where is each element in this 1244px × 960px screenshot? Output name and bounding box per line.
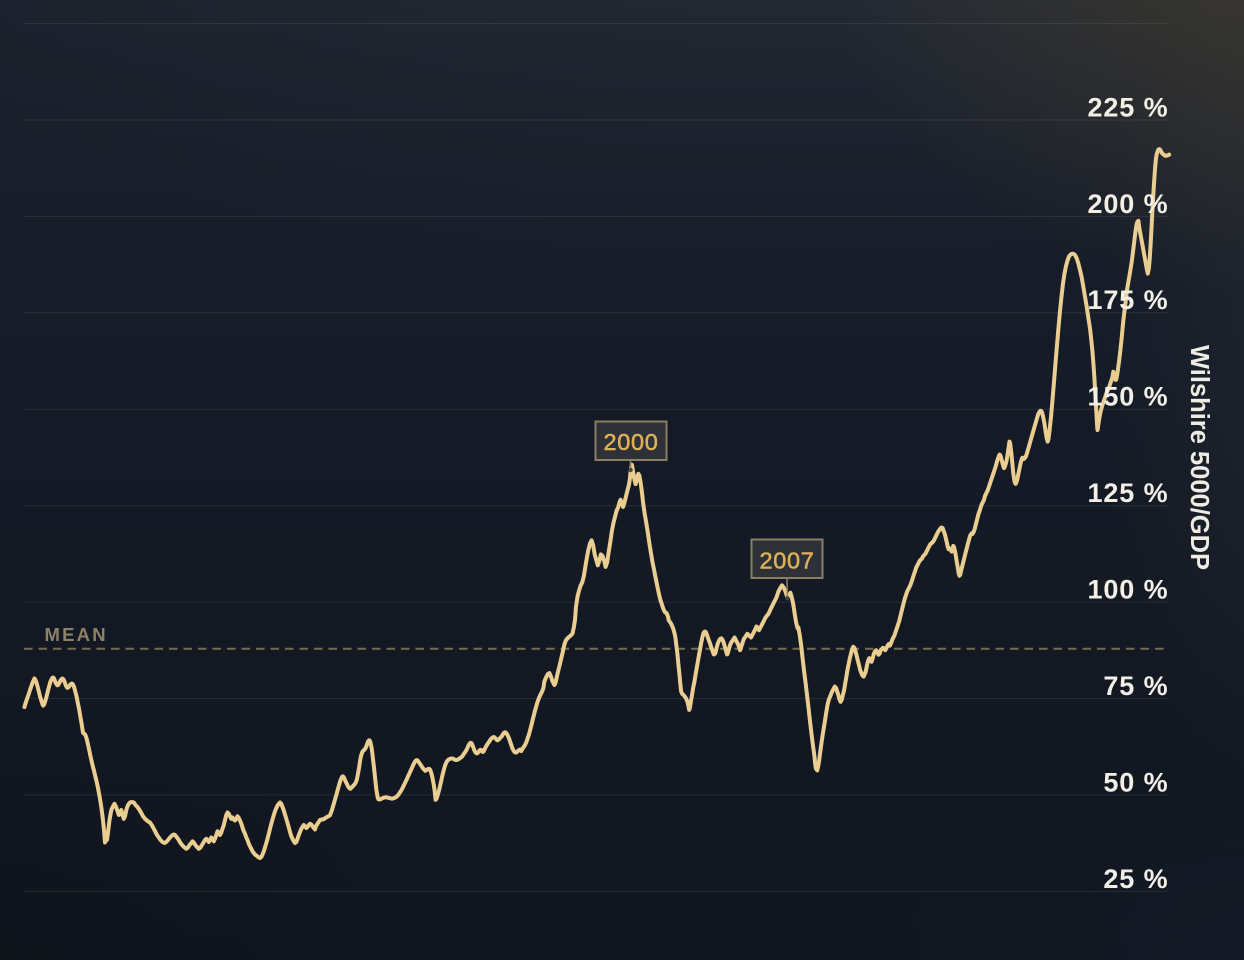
svg-text:200 %: 200 %: [1087, 189, 1168, 219]
svg-text:2000: 2000: [603, 429, 658, 455]
svg-text:125 %: 125 %: [1087, 478, 1168, 508]
svg-text:Wilshire 5000/GDP: Wilshire 5000/GDP: [1185, 345, 1213, 570]
svg-text:MEAN: MEAN: [45, 624, 108, 645]
svg-text:100 %: 100 %: [1087, 575, 1168, 605]
svg-text:175 %: 175 %: [1087, 285, 1168, 315]
svg-text:225 %: 225 %: [1087, 92, 1168, 122]
svg-text:50 %: 50 %: [1103, 767, 1168, 797]
svg-text:25 %: 25 %: [1103, 864, 1168, 894]
svg-text:150 %: 150 %: [1087, 382, 1168, 412]
svg-text:2007: 2007: [759, 547, 814, 573]
svg-text:75 %: 75 %: [1103, 671, 1168, 701]
